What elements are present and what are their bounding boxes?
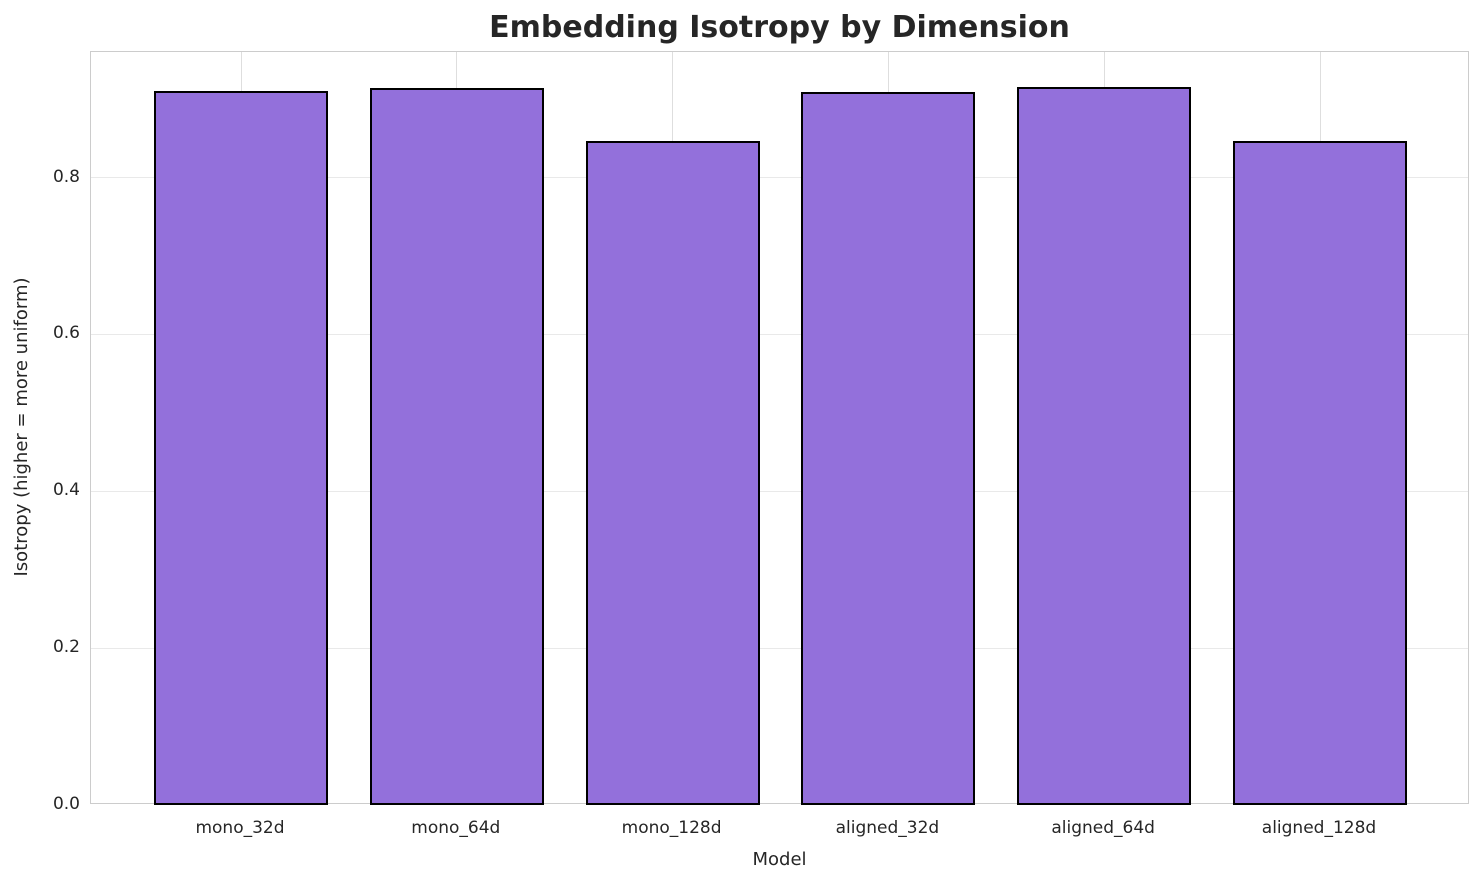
x-tick-label: mono_128d	[621, 818, 722, 838]
gridline-horizontal	[91, 490, 1468, 492]
x-tick-label: aligned_128d	[1261, 818, 1377, 838]
bar-mono_32d	[154, 91, 328, 805]
x-tick-label: mono_64d	[411, 818, 501, 838]
y-tick-label: 0.0	[52, 794, 80, 814]
gridline-horizontal	[91, 647, 1468, 649]
y-axis-label-text: Isotropy (higher = more uniform)	[11, 277, 32, 577]
bar-aligned_64d	[1017, 87, 1192, 805]
gridline-horizontal	[91, 177, 1468, 178]
x-tick-label: aligned_32d	[835, 818, 940, 838]
x-tick-label: mono_32d	[195, 818, 285, 838]
y-tick-label: 0.2	[52, 637, 80, 658]
chart-title: Embedding Isotropy by Dimension	[489, 10, 1070, 45]
x-tick-label: aligned_64d	[1051, 818, 1155, 838]
bar-aligned_128d	[1233, 141, 1407, 805]
bar-aligned_32d	[801, 92, 976, 805]
y-tick-label: 0.6	[52, 323, 80, 344]
plot-area	[90, 51, 1469, 805]
x-axis-label: Model	[752, 849, 807, 870]
gridline-horizontal	[91, 333, 1468, 335]
bar-mono_128d	[585, 141, 760, 805]
y-tick-label: 0.8	[52, 166, 80, 187]
bar-mono_64d	[369, 88, 544, 805]
y-tick-label: 0.4	[52, 480, 80, 501]
